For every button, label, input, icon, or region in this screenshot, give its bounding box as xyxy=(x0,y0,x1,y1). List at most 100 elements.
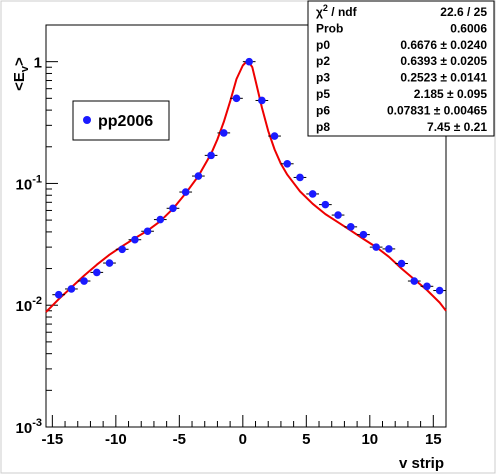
point-marker xyxy=(435,286,444,295)
data-points-layer xyxy=(52,57,446,299)
data-point xyxy=(382,245,396,253)
stats-label: p2 xyxy=(316,54,330,68)
point-marker xyxy=(92,268,101,277)
stats-value: 7.45 ± 0.21 xyxy=(427,120,487,134)
data-point xyxy=(306,190,320,198)
data-point xyxy=(192,172,205,180)
y-tick-label: 10-2 xyxy=(16,295,42,315)
y-tick-label: 10-1 xyxy=(16,173,42,193)
point-marker xyxy=(67,285,76,293)
data-point xyxy=(103,259,116,267)
x-tick-label: 10 xyxy=(361,431,378,448)
stats-value: 2.185 ± 0.095 xyxy=(414,87,488,101)
data-point xyxy=(242,57,256,66)
stats-box: χ2 / ndf 22.6 / 25 Prob 0.6006 p0 0.6676 ± 0.… xyxy=(307,0,495,137)
x-tick-label: 0 xyxy=(239,431,247,448)
point-marker xyxy=(258,96,266,105)
stats-label: p6 xyxy=(316,103,330,117)
x-axis-title: v strip xyxy=(399,455,444,472)
data-point xyxy=(153,215,167,224)
point-marker xyxy=(397,259,406,268)
point-marker xyxy=(245,57,253,66)
data-point xyxy=(217,129,231,137)
point-marker xyxy=(118,245,126,254)
data-point xyxy=(204,151,218,160)
data-point xyxy=(255,96,269,105)
x-tick-label: -5 xyxy=(173,431,186,448)
data-point xyxy=(433,286,446,295)
point-marker xyxy=(80,277,88,285)
stats-value: 0.07831 ± 0.00465 xyxy=(387,103,487,117)
stats-box-frame xyxy=(307,0,495,137)
data-point xyxy=(319,200,332,209)
point-marker xyxy=(346,223,355,231)
data-point xyxy=(369,243,383,251)
data-point xyxy=(65,285,78,293)
point-marker xyxy=(54,290,63,299)
x-tick-label: -10 xyxy=(105,431,127,448)
point-marker xyxy=(296,173,304,182)
data-point xyxy=(331,211,345,219)
point-marker xyxy=(143,227,152,236)
point-marker xyxy=(194,172,203,180)
point-marker xyxy=(423,282,431,291)
stats-label: p5 xyxy=(316,87,330,101)
data-point xyxy=(280,159,294,168)
stats-label: Prob xyxy=(316,21,343,35)
data-point xyxy=(52,290,66,299)
data-point xyxy=(420,282,434,291)
point-marker xyxy=(169,204,177,213)
point-marker xyxy=(410,277,419,285)
data-point xyxy=(166,204,180,213)
point-marker xyxy=(131,235,139,244)
point-marker xyxy=(385,245,393,253)
point-marker xyxy=(105,259,114,267)
data-point xyxy=(268,132,281,140)
stats-value: 22.6 / 25 xyxy=(440,5,487,19)
stats-value: 0.2523 ± 0.0141 xyxy=(400,71,487,85)
data-point xyxy=(395,259,408,268)
axis-ticks xyxy=(46,24,447,428)
point-marker xyxy=(372,243,380,251)
point-marker xyxy=(207,151,215,160)
axis-tick-labels: -15 -10 -5 0 5 10 15 10-3 10-2 10-1 1 xyxy=(16,55,442,448)
point-marker xyxy=(219,129,228,137)
point-marker xyxy=(334,211,342,219)
point-marker xyxy=(283,159,292,168)
legend-marker xyxy=(83,116,91,124)
legend: pp2006 xyxy=(72,100,170,141)
stats-value: 0.6006 xyxy=(450,21,487,35)
data-point xyxy=(293,173,307,182)
x-tick-label: 15 xyxy=(425,431,442,448)
x-tick-label: -15 xyxy=(42,431,64,448)
data-point xyxy=(179,188,193,196)
point-marker xyxy=(232,94,241,103)
x-tick-label: 5 xyxy=(302,431,310,448)
stats-value: 0.6676 ± 0.0240 xyxy=(400,38,487,52)
point-marker xyxy=(156,215,165,224)
data-point xyxy=(77,277,91,285)
data-point xyxy=(230,94,243,103)
point-marker xyxy=(308,190,317,198)
stats-label: p0 xyxy=(316,38,330,52)
point-marker xyxy=(321,200,330,209)
point-marker xyxy=(181,188,190,196)
data-point xyxy=(357,230,370,239)
data-point xyxy=(90,268,104,277)
stats-rows: χ2 / ndf 22.6 / 25 Prob 0.6006 p0 0.6676 ± 0.… xyxy=(316,3,487,134)
data-point xyxy=(141,227,154,236)
legend-label: pp2006 xyxy=(98,113,153,130)
stats-label: p3 xyxy=(316,71,330,85)
data-point xyxy=(344,223,358,231)
data-point xyxy=(407,277,421,285)
y-axis-title: <Ev> xyxy=(11,57,31,91)
point-marker xyxy=(270,132,279,140)
y-tick-label: 1 xyxy=(34,55,42,72)
point-marker xyxy=(359,230,368,239)
y-axis-title-text: <Ev> xyxy=(11,57,31,91)
stats-label: χ2 / ndf xyxy=(316,3,358,19)
data-point xyxy=(115,245,129,254)
